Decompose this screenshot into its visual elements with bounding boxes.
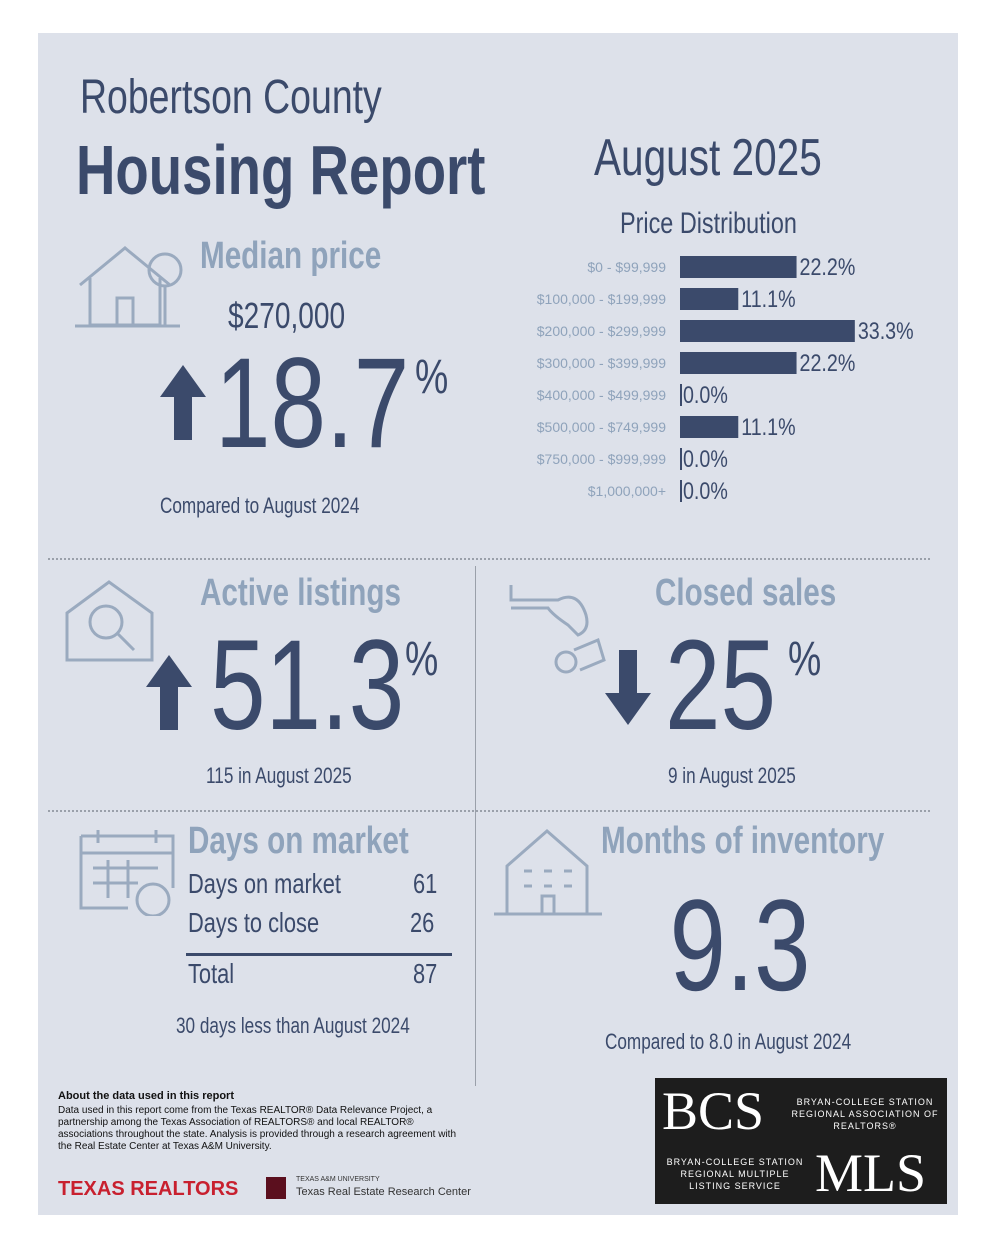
category-label: $0 - $99,999 [587, 259, 666, 275]
value-label: 0.0% [683, 445, 728, 472]
arrow-shape [146, 655, 192, 730]
about-title: About the data used in this report [58, 1090, 235, 1102]
median-label: Median price [200, 235, 382, 277]
bar [680, 352, 797, 374]
bar [680, 256, 797, 278]
days-note: 30 days less than August 2024 [176, 1013, 410, 1038]
value-label: 0.0% [683, 381, 728, 408]
tamu-small: TEXAS A&M UNIVERSITY [296, 1176, 380, 1183]
days-row-label: Days to close [188, 907, 320, 938]
period: August 2025 [594, 129, 822, 187]
search-house-icon [65, 580, 154, 662]
panel [38, 33, 958, 1215]
value-label: 33.3% [858, 317, 914, 344]
days-row-value: 26 [410, 907, 435, 938]
days-total-value: 87 [413, 958, 438, 989]
texas-realtors-logo: TEXAS REALTORS [58, 1178, 239, 1200]
closed-unit: % [788, 633, 822, 686]
median-unit: % [415, 351, 449, 404]
value-label: 22.2% [800, 349, 856, 376]
days-label: Days on market [188, 820, 409, 862]
total-rule [186, 953, 452, 956]
bar [680, 416, 739, 438]
building-icon [494, 829, 602, 916]
separator [48, 810, 930, 812]
days-row-label: Days on market [188, 868, 341, 899]
value-label: 11.1% [741, 285, 795, 312]
category-label: $1,000,000+ [588, 483, 666, 499]
mls-mark: MLS [815, 1143, 927, 1203]
value-label: 11.1% [741, 413, 795, 440]
bar [680, 320, 855, 342]
median-change: 18.7 [215, 332, 410, 475]
arrow-shape [605, 650, 651, 725]
house-icon [75, 246, 183, 328]
category-label: $300,000 - $399,999 [537, 355, 666, 371]
tamu-mark [266, 1177, 286, 1199]
days-total-label: Total [188, 958, 235, 989]
active-change: 51.3 [210, 614, 405, 757]
tamu-name: Texas Real Estate Research Center [296, 1186, 471, 1198]
calendar-icon [79, 830, 175, 916]
category-label: $400,000 - $499,999 [537, 387, 666, 403]
closed-change: 25 [665, 614, 777, 757]
category-label: $200,000 - $299,999 [537, 323, 666, 339]
about-text: Data used in this report come from the T… [58, 1105, 457, 1152]
direction-arrow [146, 655, 192, 730]
closed-note: 9 in August 2025 [668, 763, 796, 788]
report-title: Housing Report [76, 131, 486, 209]
direction-arrow [160, 365, 206, 440]
arrow-shape [160, 365, 206, 440]
category-label: $500,000 - $749,999 [537, 419, 666, 435]
mls-text: BRYAN-COLLEGE STATION REGIONAL MULTIPLE … [666, 1157, 804, 1191]
bcs-text: BRYAN-COLLEGE STATION REGIONAL ASSOCIATI… [791, 1097, 939, 1131]
days-row-value: 61 [413, 868, 438, 899]
price-chart: $0 - $99,999 22.2% $100,000 - $199,999 11.1… [537, 253, 914, 504]
value-label: 0.0% [683, 477, 728, 504]
active-unit: % [405, 633, 439, 686]
inventory-value: 9.3 [669, 872, 811, 1018]
separator [475, 566, 476, 1086]
inventory-note: Compared to 8.0 in August 2024 [605, 1029, 852, 1054]
median-note: Compared to August 2024 [160, 493, 360, 518]
value-label: 22.2% [800, 253, 856, 280]
category-label: $750,000 - $999,999 [537, 451, 666, 467]
bar [680, 288, 739, 310]
bcs-mark: BCS [662, 1081, 765, 1141]
chart-title: Price Distribution [620, 207, 797, 240]
separator [48, 558, 930, 560]
direction-arrow [605, 650, 651, 725]
closed-label: Closed sales [655, 572, 837, 614]
median-price: $270,000 [228, 295, 346, 336]
active-label: Active listings [200, 572, 401, 614]
county: Robertson County [80, 71, 382, 124]
active-note: 115 in August 2025 [206, 763, 352, 788]
bcs-logo [655, 1078, 947, 1204]
category-label: $100,000 - $199,999 [537, 291, 666, 307]
key-icon [509, 585, 606, 674]
inventory-label: Months of inventory [601, 820, 885, 862]
